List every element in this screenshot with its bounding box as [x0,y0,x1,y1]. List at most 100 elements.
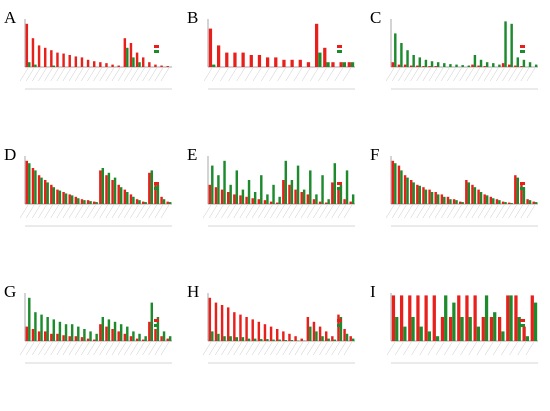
bar [506,295,510,341]
bar [532,201,535,204]
bar [148,172,151,204]
bar [74,336,78,341]
legend-swatch [154,324,159,327]
bar [452,199,456,204]
label-stub [410,67,419,82]
label-stub [81,341,90,356]
bar [507,64,511,67]
bar [504,202,507,204]
legend-swatch [520,50,525,53]
label-stub [307,204,316,219]
bar [52,65,56,67]
label-stub [337,341,346,356]
label-stub [236,67,245,82]
bar [391,160,395,204]
bar [394,33,397,67]
bar [123,333,127,341]
label-stub [142,341,151,356]
bar [302,189,306,204]
bar [245,196,248,204]
bar [422,66,425,67]
bar [345,170,349,204]
bar [269,201,273,204]
bar [315,331,318,341]
bar [241,189,245,204]
bar [265,57,270,67]
label-stub [239,341,248,356]
label-stub [508,67,517,82]
bar [440,194,444,204]
bar [517,317,521,341]
bar [485,195,489,204]
label-stub [99,341,108,356]
label-stub [471,204,480,219]
label-stub [447,204,456,219]
bar [31,329,35,341]
bar [492,198,495,204]
bar [323,47,327,67]
bar [457,295,461,341]
label-stub [44,204,53,219]
label-stub [342,67,352,82]
bar [148,321,151,341]
label-stub [81,67,90,82]
bar [522,59,526,67]
bar [318,52,322,67]
label-stub [484,341,494,356]
bar [28,297,31,341]
bar [25,160,29,204]
label-stub [26,204,35,219]
bar [516,57,520,67]
bar [31,168,35,204]
bar [226,192,230,204]
label-stub [209,341,218,356]
bar [126,47,129,67]
bar [306,194,310,204]
bar [220,189,224,204]
label-stub [343,204,353,219]
label-stub [93,67,102,82]
bar [251,319,254,341]
bar [296,165,300,204]
bar [483,194,486,204]
bar [489,317,494,341]
bar [526,199,529,204]
label-stub [398,204,407,219]
label-stub [398,67,407,82]
bar [34,64,37,67]
bar [208,297,212,341]
label-stub [117,341,127,356]
bar [241,337,245,341]
legend-swatch [154,182,159,185]
label-stub [130,341,139,356]
bar [484,295,489,341]
label-stub [276,204,285,219]
label-stub [434,204,444,219]
bar [138,200,141,204]
bar [444,295,448,341]
bar [160,65,163,67]
bar [288,184,291,204]
bar [25,23,29,67]
bar [253,192,257,204]
label-stub [520,204,529,219]
bar [403,326,407,341]
bar [347,62,351,67]
bar [50,333,53,341]
label-stub [282,204,291,219]
label-stub [325,204,334,219]
bar [294,189,297,204]
label-stub [343,341,353,356]
bar [427,331,432,341]
bar [397,64,401,67]
bar [223,336,226,341]
bar [74,56,78,67]
bar [428,189,431,204]
bar [448,317,453,341]
bar [312,199,316,204]
bar [321,336,324,341]
label-stub [19,204,29,219]
bar [525,336,530,341]
bar [70,195,74,204]
bar [436,194,440,204]
